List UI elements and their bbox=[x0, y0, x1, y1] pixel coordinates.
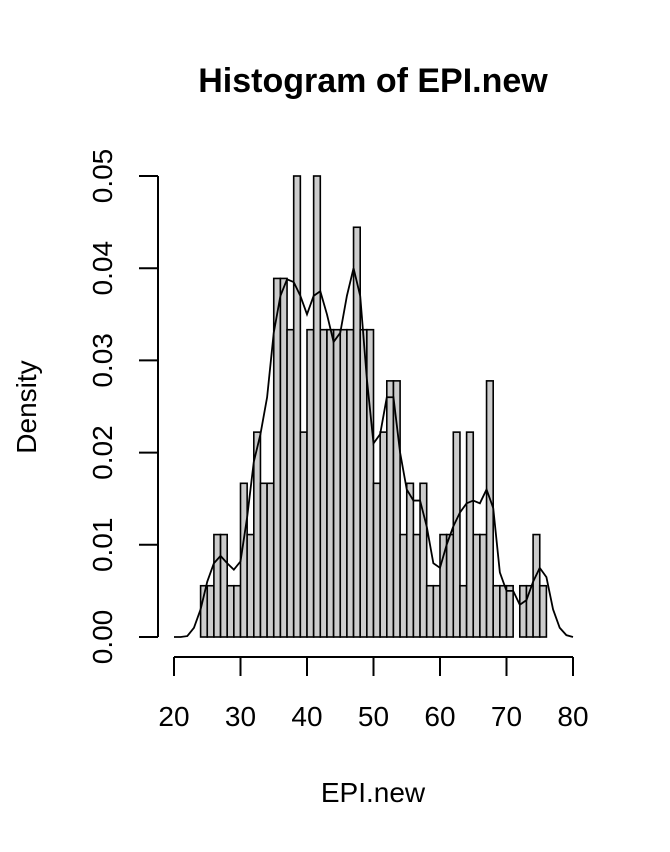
histogram-bar bbox=[286, 328, 295, 638]
histogram-bar bbox=[445, 533, 455, 638]
x-tick-label: 50 bbox=[358, 701, 389, 732]
histogram-bar bbox=[392, 380, 401, 638]
histogram-bar bbox=[405, 482, 415, 638]
histogram-bar bbox=[332, 328, 342, 638]
y-tick-label: 0.04 bbox=[87, 241, 118, 296]
y-tick-label: 0.05 bbox=[87, 149, 118, 204]
y-tick-label: 0.00 bbox=[87, 610, 118, 665]
histogram-bar bbox=[312, 175, 322, 638]
histogram-bar bbox=[219, 533, 229, 638]
histogram-bar bbox=[372, 482, 381, 638]
histogram-bar bbox=[505, 584, 514, 638]
histogram-bar bbox=[532, 533, 541, 638]
histogram-bar bbox=[492, 584, 501, 638]
histogram-bar bbox=[292, 175, 302, 638]
histogram-bar bbox=[432, 584, 441, 638]
histogram-bar bbox=[339, 328, 348, 638]
histogram-bar bbox=[518, 584, 528, 638]
histogram-bar bbox=[472, 533, 481, 638]
histogram-bars bbox=[199, 175, 548, 638]
histogram-bar bbox=[459, 584, 468, 638]
histogram-bar bbox=[226, 584, 235, 638]
chart-title: Histogram of EPI.new bbox=[198, 62, 548, 100]
histogram-bar bbox=[385, 380, 395, 638]
x-axis: 20 30 40 50 60 70 80 bbox=[158, 656, 589, 732]
histogram-bar bbox=[379, 431, 388, 638]
histogram-bar bbox=[253, 431, 262, 638]
y-axis: 0.00 0.01 0.02 0.03 0.04 0.05 bbox=[87, 149, 159, 665]
histogram-bar bbox=[419, 482, 428, 638]
x-tick-label: 30 bbox=[225, 701, 256, 732]
histogram-bar bbox=[366, 328, 375, 638]
histogram-bar bbox=[279, 277, 288, 638]
x-tick-label: 20 bbox=[158, 701, 189, 732]
histogram-bar bbox=[346, 328, 355, 638]
y-axis-label: Density bbox=[11, 360, 42, 453]
histogram-bar bbox=[233, 584, 242, 638]
histogram-bar bbox=[538, 584, 548, 638]
x-tick-label: 80 bbox=[557, 701, 588, 732]
histogram-bar bbox=[412, 533, 421, 638]
histogram-bar bbox=[399, 533, 408, 638]
histogram-bar bbox=[425, 584, 435, 638]
histogram-bar bbox=[299, 431, 308, 638]
histogram-bar bbox=[479, 533, 488, 638]
histogram-bar bbox=[452, 431, 461, 638]
histogram-bar bbox=[499, 584, 508, 638]
histogram-bar bbox=[259, 482, 268, 638]
x-tick-label: 40 bbox=[291, 701, 322, 732]
x-tick-label: 60 bbox=[424, 701, 455, 732]
histogram-bar bbox=[319, 328, 328, 638]
y-tick-label: 0.03 bbox=[87, 333, 118, 388]
x-axis-label: EPI.new bbox=[321, 777, 426, 808]
histogram-bar bbox=[213, 533, 222, 638]
x-tick-label: 70 bbox=[491, 701, 522, 732]
histogram-bar bbox=[246, 533, 255, 638]
histogram-bar bbox=[266, 482, 275, 638]
histogram-bar bbox=[306, 328, 315, 638]
histogram-bar bbox=[465, 431, 475, 638]
y-tick-label: 0.02 bbox=[87, 425, 118, 480]
histogram-bar bbox=[326, 328, 335, 638]
y-tick-label: 0.01 bbox=[87, 518, 118, 573]
histogram-bar bbox=[485, 380, 494, 638]
density-curve bbox=[174, 267, 574, 638]
histogram-bar bbox=[206, 584, 215, 638]
